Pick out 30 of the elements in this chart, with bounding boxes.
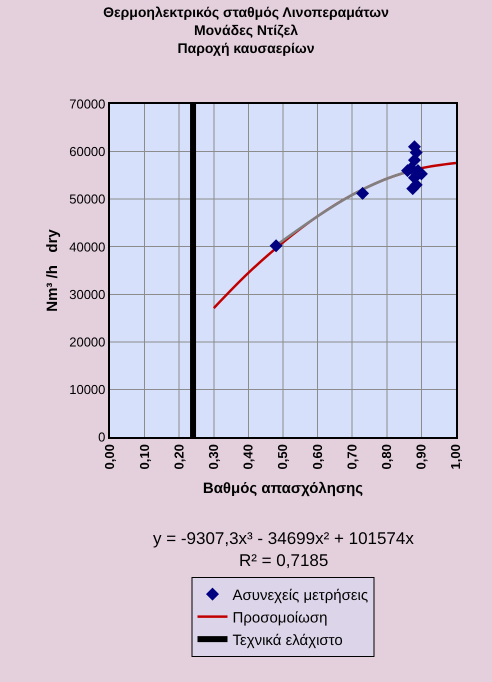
legend-label: Προσομοίωση: [232, 609, 328, 626]
x-tick-label: 0,40: [240, 444, 256, 470]
x-tick-label: 0,60: [310, 444, 325, 470]
x-tick-label: 0,10: [136, 444, 152, 470]
point: [408, 154, 421, 167]
x-tick-label: 0,50: [275, 444, 290, 470]
x-tick-label: 0,80: [379, 444, 394, 470]
point: [356, 186, 370, 200]
x-tick-label: 0,30: [206, 444, 222, 470]
text: R² = 0,7185: [239, 551, 328, 570]
y-tick-label: 0: [98, 430, 106, 445]
y-axis-title: Nm³ /h dry: [44, 228, 61, 312]
x-tick-label: 0,90: [414, 444, 429, 470]
y-tick-label: 50000: [69, 192, 106, 207]
y-tick-label: 20000: [69, 334, 106, 350]
y-tick-label: 60000: [69, 144, 106, 160]
x-tick-label: 1,00: [448, 444, 464, 470]
legend-label: Ασυνεχείς μετρήσεις: [232, 586, 368, 604]
y-tick-label: 70000: [69, 96, 106, 112]
x-tick-label: 0,70: [344, 444, 360, 470]
x-axis-title: Βαθμός απασχόλησης: [202, 480, 364, 498]
x-tick-label: 0,00: [102, 444, 118, 470]
point: [270, 239, 283, 252]
x-tick-label: 0,20: [171, 444, 186, 470]
y-tick-label: 30000: [69, 286, 106, 302]
text: y = -9307,3x³ - 34699x² + 101574x: [153, 529, 414, 548]
chart-title: Θερμοηλεκτρικός σταθμός Λινοπεραμάτων Μονάδες Ντίζελ Παροχή καυσαερίων: [103, 4, 390, 56]
y-tick-label: 40000: [69, 239, 106, 254]
legend-label: Τεχνικά ελάχιστο: [232, 632, 343, 649]
y-tick-label: 10000: [69, 382, 106, 397]
